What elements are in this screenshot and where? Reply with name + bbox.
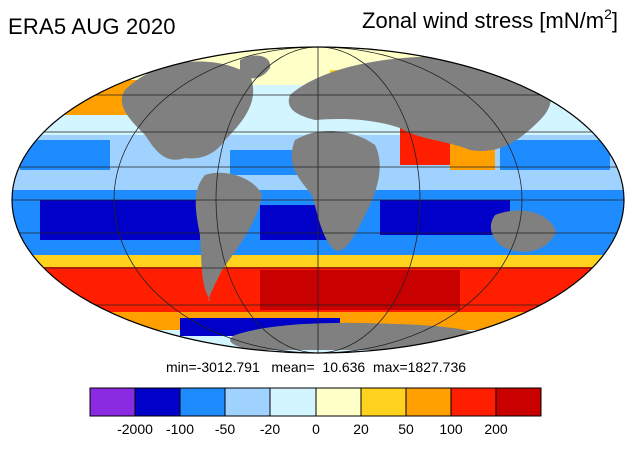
wind-stress-field <box>12 47 624 353</box>
africa <box>291 130 380 251</box>
colorbar-swatch <box>315 387 362 417</box>
colorbar-swatch <box>224 387 271 417</box>
colorbar-tick-label: -50 <box>214 421 236 437</box>
pacific-trades-north <box>20 140 110 170</box>
colorbar-swatch <box>269 387 317 417</box>
globe-outline <box>11 46 625 354</box>
colorbar-tick-label: 20 <box>353 421 369 437</box>
graticule-meridian <box>113 47 523 353</box>
south-pacific-trades-core <box>40 200 200 240</box>
south-america <box>195 172 262 301</box>
antarctica <box>230 322 487 350</box>
colorbar-swatch <box>360 387 407 417</box>
field-statistics: min=-3012.791 mean= 10.636 max=1827.736 <box>165 359 467 375</box>
colorbar-swatch <box>134 387 181 417</box>
colorbar-tick-label: -2000 <box>117 421 153 437</box>
colorbar <box>89 387 542 417</box>
indian-ocean-trades-core <box>380 200 510 235</box>
graticule-meridian <box>215 47 421 353</box>
graticule <box>12 47 624 353</box>
colorbar-tick-label: -20 <box>259 421 281 437</box>
southern-transition <box>12 255 624 267</box>
variable-title-text: Zonal wind stress [mN/m <box>362 8 605 33</box>
colorbar-swatch <box>405 387 452 417</box>
west-pacific-trades <box>500 140 610 170</box>
colorbar-tick-label: 100 <box>439 421 463 437</box>
variable-title: Zonal wind stress [mN/m2] <box>362 6 618 34</box>
colorbar-swatch <box>179 387 226 417</box>
greenland <box>240 55 271 79</box>
southern-westerlies-core <box>260 270 460 310</box>
colorbar-tick-label: -100 <box>165 421 195 437</box>
north-america <box>121 61 254 160</box>
colorbar-tick-label: 200 <box>484 421 508 437</box>
variable-title-close: ] <box>611 8 618 33</box>
map-title: ERA5 AUG 2020 <box>8 14 176 39</box>
colorbar-tick-label: 50 <box>398 421 414 437</box>
colorbar-swatch <box>89 387 136 417</box>
colorbar-swatch <box>495 387 542 417</box>
variable-title-exponent: 2 <box>604 6 612 22</box>
land-masses <box>121 55 556 350</box>
colorbar-swatch <box>450 387 497 417</box>
eurasia <box>288 56 551 151</box>
colorbar-tick-label: 0 <box>312 421 320 437</box>
australia <box>490 210 556 252</box>
